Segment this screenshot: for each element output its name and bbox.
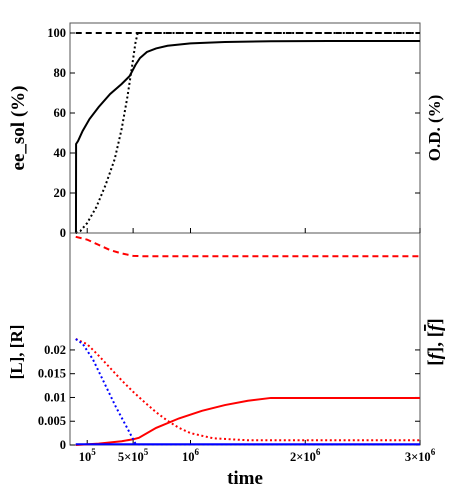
y-tick-label: 0.005 <box>38 414 66 428</box>
series-line-bottom-1-solid <box>75 396 420 446</box>
right-title-part-5: ] <box>425 318 446 324</box>
x-tick-label: 3×106 <box>405 447 436 464</box>
y-tick-label: 40 <box>54 146 67 160</box>
y-tick-label: 20 <box>54 186 67 200</box>
right-title-part-1: [ <box>425 359 446 365</box>
top-panel: 0 20 40 60 80 100 ee_sol (%) O.D. (%) <box>8 22 444 240</box>
x-tick-label: 5×105 <box>118 447 149 464</box>
top-y-ticks: 0 20 40 60 80 100 <box>47 26 420 240</box>
y-tick-label: 60 <box>54 106 67 120</box>
x-axis-title: time <box>227 468 263 489</box>
x-tick-label: 105 <box>79 447 97 464</box>
bottom-y-axis-title: [L], [R] <box>7 325 26 380</box>
top-right-axis-title: O.D. (%) <box>425 95 444 162</box>
y-tick-label: 80 <box>54 66 67 80</box>
y-tick-label: 100 <box>47 26 66 40</box>
right-title-part-3: ], [ <box>425 331 446 353</box>
series-line-bottom-0-dashed <box>75 235 420 258</box>
bottom-series-group <box>75 235 420 446</box>
series-line-top-1-dotted <box>75 32 420 234</box>
top-series-group <box>74 32 420 234</box>
series-line-top-0-solid <box>74 40 420 234</box>
bottom-panel: 0 0.005 0.01 0.015 0.02 105 5×105 106 2×106 3×10… <box>7 228 446 489</box>
right-title-part-2: f <box>425 351 446 359</box>
top-y-axis-title: ee_sol (%) <box>8 86 29 171</box>
series-line-bottom-3-dotted <box>75 338 420 446</box>
top-panel-frame <box>69 22 421 234</box>
bottom-panel-frame <box>69 232 421 446</box>
bottom-y-ticks: 0 0.005 0.01 0.015 0.02 <box>38 343 420 452</box>
y-tick-label: 0 <box>60 226 66 240</box>
series-line-bottom-2-dotted <box>75 338 420 442</box>
x-tick-label: 2×106 <box>290 447 321 464</box>
y-tick-label: 0.015 <box>38 367 66 381</box>
right-title-part-4: f <box>425 323 446 331</box>
y-tick-label: 0 <box>60 438 66 452</box>
bottom-x-ticks: 105 5×105 106 2×106 3×106 <box>79 228 436 464</box>
bottom-right-axis-title: [f], [f] <box>425 318 446 365</box>
x-tick-label: 106 <box>182 447 200 464</box>
y-tick-label: 0.01 <box>44 390 66 404</box>
y-tick-label: 0.02 <box>44 343 66 357</box>
